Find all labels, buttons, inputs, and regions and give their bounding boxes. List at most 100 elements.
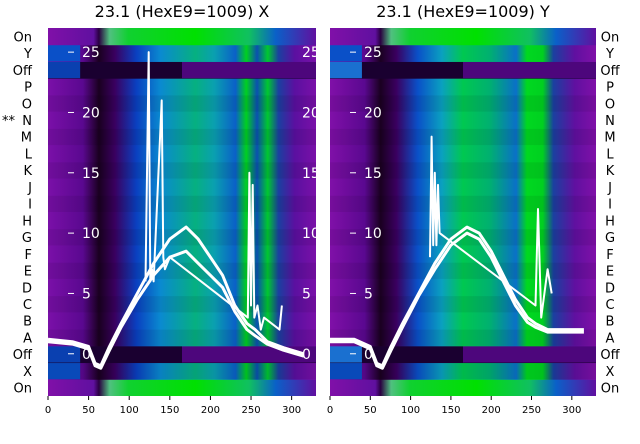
heatmap-row-on bbox=[48, 28, 316, 46]
y-tick-label: 10 bbox=[364, 226, 382, 242]
y-tick-label: 5 bbox=[82, 286, 91, 302]
row-label-p: P bbox=[606, 81, 614, 96]
heatmap-row-n bbox=[330, 111, 596, 129]
row-label-d: D bbox=[22, 281, 32, 296]
row-label-b: B bbox=[606, 315, 615, 330]
heatmap-cell bbox=[48, 262, 316, 279]
row-label-a: A bbox=[23, 331, 32, 346]
y-tick-label: 15 bbox=[82, 166, 100, 182]
heatmap-row-n bbox=[48, 111, 316, 129]
y-tick-label: 15 bbox=[364, 166, 382, 182]
row-label-b: B bbox=[23, 315, 32, 330]
heatmap-cell bbox=[48, 295, 316, 313]
row-label-f: F bbox=[606, 248, 613, 263]
row-label-p: P bbox=[24, 81, 32, 96]
heatmap-cell bbox=[463, 61, 596, 79]
row-label-j: J bbox=[607, 181, 612, 196]
heatmap-row-i bbox=[330, 195, 596, 213]
row-label-j: J bbox=[27, 181, 32, 196]
heatmap-row-l bbox=[330, 145, 596, 163]
y-tick-label: 20 bbox=[82, 105, 100, 121]
y-tick-label: 0 bbox=[82, 347, 91, 363]
row-label-off: Off bbox=[600, 348, 620, 363]
row-label-e: E bbox=[24, 265, 32, 280]
overlay-line-2 bbox=[48, 249, 305, 370]
heatmap-cell bbox=[330, 44, 362, 62]
y-tick-label-right: 0 bbox=[302, 347, 311, 363]
overlay-line-1 bbox=[48, 225, 305, 368]
heatmap-row-f bbox=[330, 245, 596, 263]
y-tick-label: 10 bbox=[82, 226, 100, 242]
heatmap-row-x bbox=[330, 362, 596, 380]
heatmap-cell bbox=[330, 362, 362, 380]
heatmap-row-k bbox=[330, 161, 596, 180]
heatmap-row-o bbox=[48, 94, 316, 113]
x-tick-label: 50 bbox=[364, 405, 377, 416]
row-label-on: On bbox=[14, 30, 32, 45]
heatmap-row-y bbox=[330, 44, 596, 62]
row-label-k: K bbox=[606, 164, 615, 179]
row-label-y: Y bbox=[23, 47, 32, 62]
x-tick-label: 150 bbox=[441, 405, 460, 416]
overlay-line-3 bbox=[429, 135, 553, 319]
y-tick-label: 5 bbox=[364, 286, 373, 302]
heatmap-row-d bbox=[330, 278, 596, 297]
row-label-g: G bbox=[605, 231, 615, 246]
heatmap-cell bbox=[330, 345, 362, 363]
heatmap-cell bbox=[48, 362, 81, 380]
heatmap-cell bbox=[48, 362, 316, 380]
row-label-on: On bbox=[601, 30, 619, 45]
heatmap-cell bbox=[182, 61, 316, 79]
row-label-g: G bbox=[22, 231, 32, 246]
x-tick-label: 100 bbox=[120, 405, 139, 416]
heatmap-cell bbox=[48, 61, 81, 79]
heatmap-cell bbox=[48, 195, 316, 212]
heatmap-row-o bbox=[330, 94, 596, 113]
chart-title-1: 23.1 (HexE9=1009) X bbox=[95, 2, 270, 21]
x-tick-label: 200 bbox=[482, 405, 501, 416]
heatmap-row-c bbox=[48, 295, 316, 313]
row-label-off: Off bbox=[13, 348, 33, 363]
row-label-f: F bbox=[25, 248, 32, 263]
heatmap-cell bbox=[48, 345, 81, 363]
overlay-line-2 bbox=[330, 231, 584, 370]
chart-panel-2: 23.1 (HexE9=1009) Y 0 50 100 150 200 250 300 0 5 1… bbox=[327, 2, 621, 416]
y-tick-label-right: 15 bbox=[302, 166, 320, 182]
x-tick-label: 300 bbox=[282, 405, 301, 416]
row-label-x: X bbox=[23, 365, 32, 380]
heatmap-cell bbox=[330, 161, 596, 179]
row-label-m: M bbox=[21, 131, 32, 146]
y-tick-label-right: 5 bbox=[302, 286, 311, 302]
heatmap-cell bbox=[330, 61, 362, 79]
heatmap-row-on bbox=[330, 28, 596, 46]
heatmap-cell bbox=[48, 128, 316, 146]
heatmap-cell bbox=[330, 128, 596, 146]
heatmap-row-m bbox=[48, 128, 316, 146]
heatmap-row-on bbox=[330, 379, 596, 396]
heatmap-cell bbox=[330, 94, 596, 112]
row-label-l: L bbox=[25, 147, 33, 162]
heatmap-cell bbox=[48, 94, 316, 112]
x-tick-label: 300 bbox=[562, 405, 581, 416]
heatmap-cell bbox=[463, 345, 596, 363]
heatmap-row-e bbox=[330, 262, 596, 280]
heatmap-row-j bbox=[330, 178, 596, 196]
heatmap-row-b bbox=[330, 312, 596, 330]
y-tick-label: 0 bbox=[364, 347, 373, 363]
x-tick-label: 50 bbox=[82, 405, 95, 416]
row-label-i: I bbox=[28, 198, 32, 213]
heatmap-row-m bbox=[330, 128, 596, 146]
heatmap bbox=[330, 28, 596, 396]
overlay-line-1 bbox=[330, 225, 584, 368]
x-tick-label: 0 bbox=[327, 405, 333, 416]
row-label-o: O bbox=[22, 97, 32, 112]
row-label-on: On bbox=[601, 382, 619, 397]
row-label-y: Y bbox=[605, 47, 614, 62]
chart-panel-1: 23.1 (HexE9=1009) X0 50 100 150 200 250 300051… bbox=[2, 2, 320, 416]
row-label-n: N bbox=[605, 114, 615, 129]
x-tick-label: 250 bbox=[522, 405, 541, 416]
row-label-m: M bbox=[604, 131, 615, 146]
row-label-c: C bbox=[605, 298, 614, 313]
y-tick-label: 25 bbox=[82, 45, 100, 61]
x-tick-label: 100 bbox=[401, 405, 420, 416]
